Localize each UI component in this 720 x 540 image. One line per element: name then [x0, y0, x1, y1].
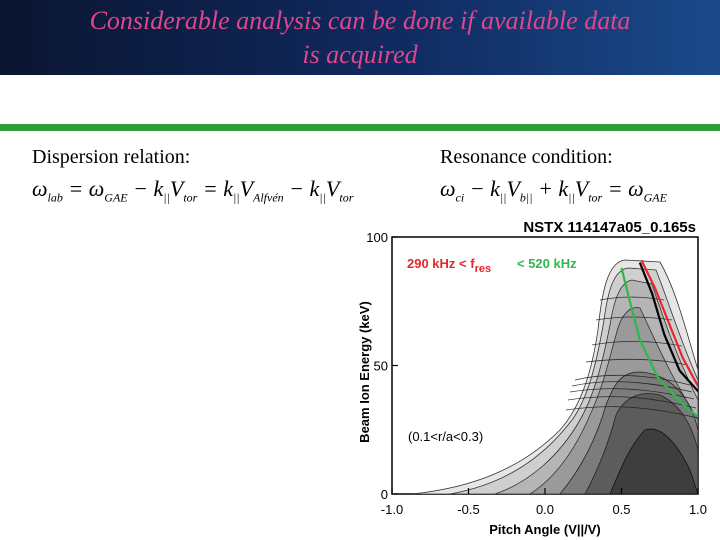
- x-tick-label-3: 0.5: [612, 502, 630, 517]
- curve-green: [620, 267, 698, 418]
- curve-red: [640, 259, 698, 387]
- divider-rule: [0, 124, 720, 131]
- x-tick-label-1: -0.5: [457, 502, 479, 517]
- curve-black: [638, 262, 698, 392]
- y-tick-label-1: 50: [374, 359, 388, 374]
- title-line-2: is acquired: [302, 40, 418, 69]
- slide-title: Considerable analysis can be done if ava…: [0, 4, 720, 72]
- resonance-equation: ωci − k||Vb|| + k||Vtor = ωGAE: [440, 176, 667, 205]
- dispersion-equation: ωlab = ωGAE − k||Vtor = k||VAlfvén − k||…: [32, 176, 354, 205]
- chart-title: NSTX 114147a05_0.165s: [523, 219, 696, 236]
- axis-ticks: -1.0 -0.5 0.0 0.5 1.0 0 50 100: [366, 230, 707, 517]
- y-tick-label-2: 100: [366, 230, 388, 245]
- resonance-curves: [620, 259, 698, 418]
- contour-layers: [411, 259, 698, 494]
- y-tick-label-0: 0: [381, 487, 388, 502]
- y-axis-label: Beam Ion Energy (keV): [357, 301, 372, 443]
- title-bar: [0, 0, 720, 75]
- resonance-label: Resonance condition:: [440, 146, 613, 168]
- dispersion-label: Dispersion relation:: [32, 146, 191, 168]
- x-tick-label-2: 0.0: [536, 502, 554, 517]
- annotation-green: < 520 kHz: [517, 256, 577, 271]
- title-line-1: Considerable analysis can be done if ava…: [89, 6, 631, 35]
- annotation-region: (0.1<r/a<0.3): [408, 429, 483, 444]
- contour-level-7: [609, 428, 698, 494]
- x-tick-label-4: 1.0: [689, 502, 707, 517]
- x-tick-label-0: -1.0: [381, 502, 403, 517]
- x-axis-label: Pitch Angle (V||/V): [489, 522, 601, 537]
- annotation-red: 290 kHz < fres: [407, 256, 491, 275]
